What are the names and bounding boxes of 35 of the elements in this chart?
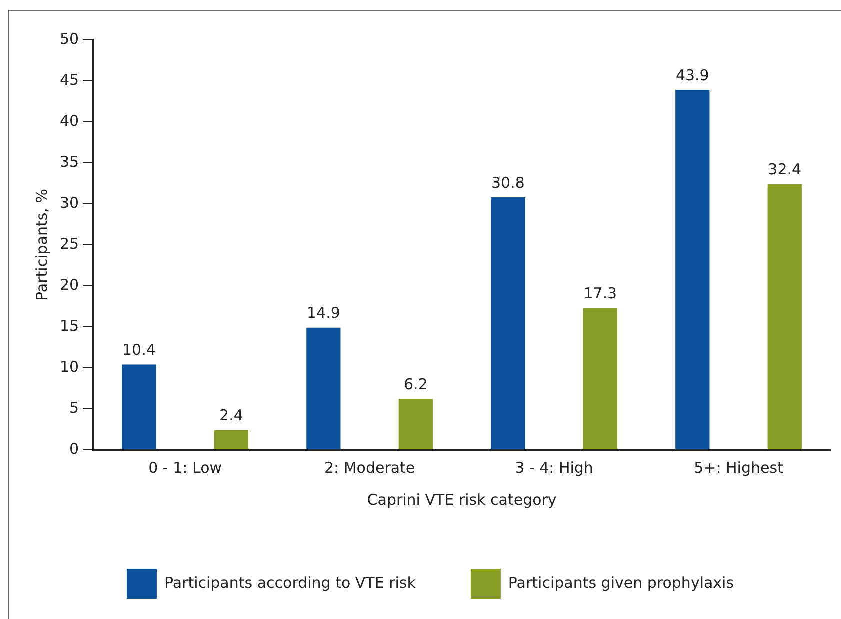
x-tick-label: 3 - 4: High: [515, 458, 594, 477]
y-tick-label: 15: [60, 316, 80, 335]
y-tick-label: 5: [70, 398, 80, 417]
y-tick-label: 40: [60, 112, 80, 130]
data-label: 6.2: [404, 376, 428, 394]
bar: [306, 328, 341, 450]
y-axis-title: Participants, %: [32, 189, 51, 301]
x-tick-label: 2: Moderate: [324, 458, 416, 477]
data-label: 2.4: [220, 406, 244, 425]
data-label: 32.4: [768, 160, 802, 179]
bar: [583, 308, 618, 450]
y-tick-label: 20: [60, 276, 80, 294]
bar: [214, 430, 249, 450]
x-tick-label: 0 - 1: Low: [148, 458, 222, 477]
y-tick-label: 35: [60, 152, 80, 171]
data-label: 30.8: [491, 174, 525, 192]
bar: [398, 399, 433, 450]
bar: [768, 184, 802, 450]
bar: [491, 197, 526, 450]
y-tick-label: 25: [60, 234, 80, 253]
data-label: 10.4: [122, 341, 156, 360]
y-tick-label: 50: [60, 30, 80, 48]
data-label: 43.9: [676, 66, 710, 84]
y-tick-label: 0: [70, 440, 80, 458]
data-label: 14.9: [306, 304, 340, 322]
y-tick-label: 45: [60, 70, 80, 89]
legend-label: Participants according to VTE risk: [164, 574, 416, 592]
x-axis-title: Caprini VTE risk category: [367, 490, 557, 509]
y-tick-label: 10: [60, 358, 80, 376]
legend-label: Participants given prophylaxis: [508, 574, 734, 592]
data-label: 17.3: [584, 284, 618, 303]
x-tick-label: 5+: Highest: [694, 458, 784, 477]
bar: [676, 90, 710, 450]
bar: [122, 364, 156, 450]
y-tick-label: 30: [60, 194, 80, 212]
